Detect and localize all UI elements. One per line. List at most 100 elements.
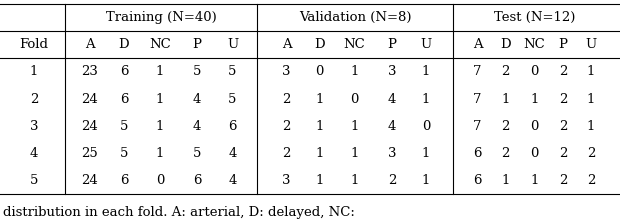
- Text: 1: 1: [350, 174, 359, 187]
- Text: 4: 4: [388, 119, 396, 132]
- Text: 1: 1: [156, 119, 164, 132]
- Text: 25: 25: [81, 147, 99, 160]
- Text: 2: 2: [282, 119, 291, 132]
- Text: 7: 7: [473, 119, 482, 132]
- Text: 2: 2: [30, 92, 38, 106]
- Text: 2: 2: [388, 174, 396, 187]
- Text: 5: 5: [228, 92, 237, 106]
- Text: 7: 7: [473, 92, 482, 106]
- Text: P: P: [559, 38, 567, 51]
- Text: 1: 1: [315, 147, 324, 160]
- Text: 1: 1: [315, 119, 324, 132]
- Text: 4: 4: [388, 92, 396, 106]
- Text: 0: 0: [315, 66, 324, 79]
- Text: 3: 3: [282, 174, 291, 187]
- Text: U: U: [227, 38, 238, 51]
- Text: P: P: [388, 38, 396, 51]
- Text: 0: 0: [422, 119, 430, 132]
- Text: 2: 2: [559, 92, 567, 106]
- Text: U: U: [585, 38, 596, 51]
- Text: 24: 24: [81, 119, 99, 132]
- Text: distribution in each fold. A: arterial, D: delayed, NC:: distribution in each fold. A: arterial, …: [3, 206, 355, 219]
- Text: Fold: Fold: [20, 38, 48, 51]
- Text: 2: 2: [501, 66, 510, 79]
- Text: P: P: [193, 38, 202, 51]
- Text: 1: 1: [315, 174, 324, 187]
- Text: 5: 5: [120, 119, 128, 132]
- Text: 0: 0: [530, 66, 539, 79]
- Text: 1: 1: [587, 92, 595, 106]
- Text: 0: 0: [530, 119, 539, 132]
- Text: 4: 4: [228, 174, 237, 187]
- Text: 3: 3: [282, 66, 291, 79]
- Text: 0: 0: [530, 147, 539, 160]
- Text: 2: 2: [587, 147, 595, 160]
- Text: 2: 2: [282, 92, 291, 106]
- Text: 1: 1: [315, 92, 324, 106]
- Text: 1: 1: [350, 66, 359, 79]
- Text: 1: 1: [422, 92, 430, 106]
- Text: 3: 3: [388, 66, 396, 79]
- Text: 1: 1: [156, 92, 164, 106]
- Text: 6: 6: [120, 66, 128, 79]
- Text: NC: NC: [523, 38, 546, 51]
- Text: 1: 1: [587, 119, 595, 132]
- Text: 5: 5: [228, 66, 237, 79]
- Text: 1: 1: [422, 174, 430, 187]
- Text: 0: 0: [156, 174, 164, 187]
- Text: 6: 6: [473, 147, 482, 160]
- Text: 2: 2: [501, 147, 510, 160]
- Text: 4: 4: [193, 92, 202, 106]
- Text: A: A: [281, 38, 291, 51]
- Text: 1: 1: [530, 174, 539, 187]
- Text: 2: 2: [559, 174, 567, 187]
- Text: 6: 6: [120, 92, 128, 106]
- Text: 23: 23: [81, 66, 99, 79]
- Text: 5: 5: [193, 147, 202, 160]
- Text: A: A: [472, 38, 482, 51]
- Text: 7: 7: [473, 66, 482, 79]
- Text: 5: 5: [30, 174, 38, 187]
- Text: 1: 1: [422, 147, 430, 160]
- Text: 2: 2: [559, 147, 567, 160]
- Text: 6: 6: [120, 174, 128, 187]
- Text: 6: 6: [473, 174, 482, 187]
- Text: 5: 5: [120, 147, 128, 160]
- Text: 1: 1: [422, 66, 430, 79]
- Text: NC: NC: [149, 38, 171, 51]
- Text: 1: 1: [156, 147, 164, 160]
- Text: 1: 1: [530, 92, 539, 106]
- Text: 6: 6: [193, 174, 202, 187]
- Text: 3: 3: [30, 119, 38, 132]
- Text: 2: 2: [559, 66, 567, 79]
- Text: 1: 1: [501, 174, 510, 187]
- Text: NC: NC: [343, 38, 366, 51]
- Text: 2: 2: [587, 174, 595, 187]
- Text: 5: 5: [193, 66, 202, 79]
- Text: 4: 4: [193, 119, 202, 132]
- Text: 24: 24: [81, 92, 99, 106]
- Text: 4: 4: [228, 147, 237, 160]
- Text: A: A: [85, 38, 95, 51]
- Text: 2: 2: [559, 119, 567, 132]
- Text: 2: 2: [282, 147, 291, 160]
- Text: D: D: [314, 38, 325, 51]
- Text: 6: 6: [228, 119, 237, 132]
- Text: U: U: [420, 38, 432, 51]
- Text: 1: 1: [501, 92, 510, 106]
- Text: D: D: [118, 38, 130, 51]
- Text: 1: 1: [156, 66, 164, 79]
- Text: Test (N=12): Test (N=12): [494, 11, 575, 24]
- Text: 1: 1: [30, 66, 38, 79]
- Text: 24: 24: [81, 174, 99, 187]
- Text: D: D: [500, 38, 511, 51]
- Text: 1: 1: [587, 66, 595, 79]
- Text: 4: 4: [30, 147, 38, 160]
- Text: 0: 0: [350, 92, 359, 106]
- Text: Validation (N=8): Validation (N=8): [299, 11, 412, 24]
- Text: 1: 1: [350, 119, 359, 132]
- Text: 2: 2: [501, 119, 510, 132]
- Text: 3: 3: [388, 147, 396, 160]
- Text: 1: 1: [350, 147, 359, 160]
- Text: Training (N=40): Training (N=40): [106, 11, 216, 24]
